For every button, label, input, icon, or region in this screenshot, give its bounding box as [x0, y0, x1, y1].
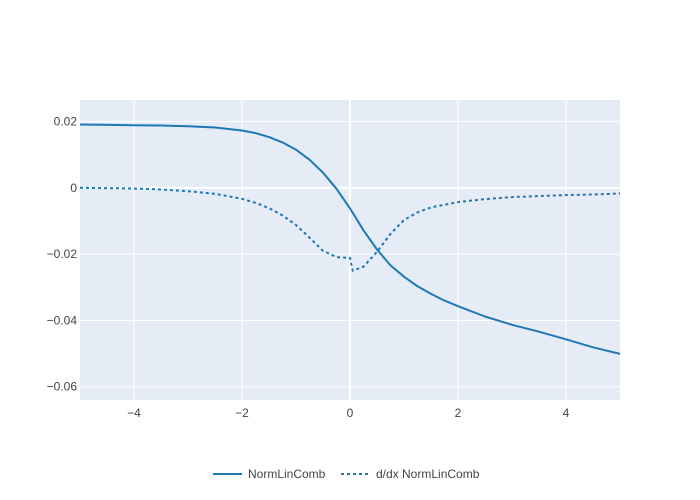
- y-tick-label: 0.02: [54, 115, 78, 129]
- legend-label: NormLinComb: [248, 467, 326, 481]
- legend-label: d/dx NormLinComb: [376, 467, 480, 481]
- y-tick-label: −0.02: [47, 247, 78, 261]
- x-tick-label: 4: [563, 406, 570, 420]
- grid-layer: [80, 100, 620, 400]
- x-tick-label: 0: [347, 406, 354, 420]
- y-tick-label: −0.04: [47, 313, 78, 327]
- series-layer: [79, 123, 621, 355]
- x-tick-label: −2: [235, 406, 249, 420]
- legend-item[interactable]: NormLinComb: [213, 467, 326, 481]
- legend-item[interactable]: d/dx NormLinComb: [341, 467, 480, 481]
- x-tick-label: 2: [455, 406, 462, 420]
- tick-labels: −4 −2 0 2 4 0.02 0 −0.02 −0.04 −0.06: [47, 115, 570, 420]
- legend[interactable]: NormLinComb d/dx NormLinComb: [213, 467, 480, 481]
- x-tick-label: −4: [127, 406, 141, 420]
- series-line-normlincomb: [79, 123, 621, 355]
- y-tick-label: 0: [70, 181, 77, 195]
- series-line-derivative: [79, 186, 621, 272]
- y-tick-label: −0.06: [47, 380, 78, 394]
